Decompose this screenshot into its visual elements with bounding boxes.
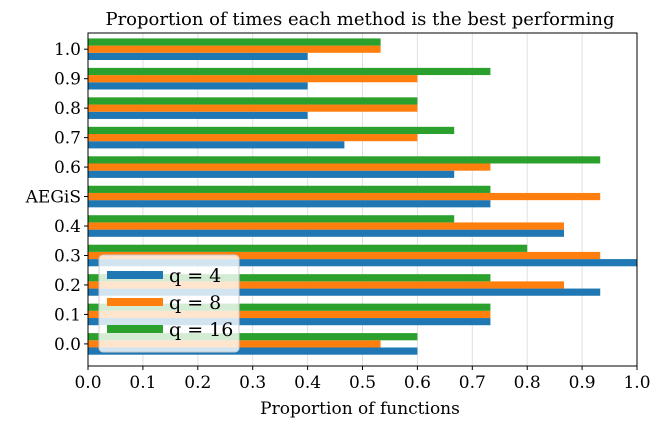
- bars-group: [88, 38, 637, 355]
- bar: [88, 104, 418, 112]
- bar: [88, 274, 491, 282]
- bar: [88, 67, 491, 76]
- x-tick-label: 0.8: [514, 373, 541, 393]
- y-tick-label: 0.4: [54, 217, 81, 237]
- bar: [88, 156, 601, 164]
- bar: [88, 222, 564, 230]
- x-tick-label: 0.4: [294, 373, 321, 393]
- axes: 0.0 0.1 0.2 0.3 0.4 0.5 0.6 0.7 0.8 0.9 1.0 0.0 0.1 0…: [25, 32, 651, 393]
- legend-label: q = 4: [169, 265, 221, 287]
- legend-swatch: [107, 325, 163, 333]
- bar: [88, 288, 601, 296]
- bar: [88, 52, 308, 61]
- y-tick-label: 0.2: [54, 276, 81, 296]
- x-tick-label: 0.1: [129, 373, 156, 393]
- bar: [88, 259, 637, 267]
- x-tick-label: 0.9: [569, 373, 596, 393]
- y-tick-label: 0.1: [54, 305, 81, 325]
- bar: [88, 134, 418, 142]
- bar: [88, 281, 564, 289]
- x-tick-label: 0.7: [459, 373, 486, 393]
- y-tick-label: 0.9: [54, 70, 81, 90]
- bar: [88, 75, 418, 83]
- bar: [88, 38, 381, 46]
- bar: [88, 185, 491, 193]
- bar: [88, 229, 564, 237]
- legend-label: q = 8: [169, 292, 221, 314]
- bar: [88, 251, 601, 260]
- y-tick-label: 0.8: [54, 99, 81, 119]
- y-tick-label: 0.6: [54, 158, 81, 178]
- bar: [88, 192, 601, 201]
- y-tick-label: 1.0: [54, 40, 81, 60]
- bar: [88, 97, 418, 105]
- y-tick-label: AEGiS: [25, 188, 81, 208]
- bar: [88, 244, 528, 252]
- y-tick-label: 0.3: [54, 246, 81, 266]
- bar: [88, 45, 381, 53]
- bar: [88, 303, 491, 311]
- x-tick-label: 0.2: [184, 373, 211, 393]
- x-tick-label: 0.6: [404, 373, 431, 393]
- y-tick-label: 0.7: [54, 129, 81, 149]
- bar: [88, 347, 418, 355]
- legend-swatch: [107, 271, 163, 279]
- bar: [88, 163, 491, 171]
- x-tick-label: 1.0: [623, 373, 650, 393]
- x-tick-label: 0.3: [239, 373, 266, 393]
- chart-title: Proportion of times each method is the b…: [105, 9, 614, 30]
- bar: [88, 215, 455, 223]
- bar: [88, 170, 455, 178]
- legend-label: q = 16: [169, 319, 233, 341]
- x-tick-label: 0.0: [74, 373, 101, 393]
- bar: [88, 82, 308, 90]
- bar: [88, 333, 418, 341]
- legend-swatch: [107, 298, 163, 306]
- plot-frame: [87, 32, 638, 367]
- bar: [88, 200, 491, 208]
- bar: [88, 126, 455, 135]
- x-tick-label: 0.5: [349, 373, 376, 393]
- bar: [88, 318, 491, 326]
- x-axis-label: Proportion of functions: [260, 399, 460, 419]
- bar: [88, 111, 308, 119]
- bar: [88, 141, 345, 149]
- bar: [88, 310, 491, 319]
- legend: q = 4 q = 8 q = 16: [98, 254, 240, 353]
- y-tick-label: 0.0: [54, 335, 81, 355]
